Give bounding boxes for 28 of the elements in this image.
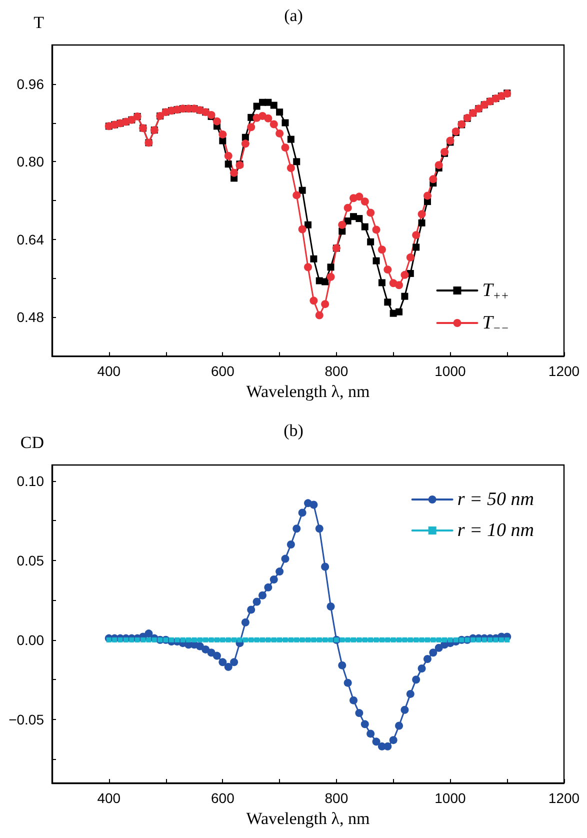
legend-label: r = 50 nm — [457, 489, 534, 510]
y-tick-label: 0.80 — [16, 154, 44, 170]
x-tick-label: 800 — [324, 790, 348, 806]
x-axis-title: Wavelength λ, nm — [246, 382, 370, 401]
x-tick-label: 1000 — [434, 363, 466, 380]
y-tick-label: −0.05 — [8, 711, 44, 728]
legend-label: T−− — [482, 312, 510, 335]
legend-label: T++ — [482, 280, 510, 302]
x-tick-label: 600 — [210, 790, 235, 806]
x-tick-label: 1000 — [434, 790, 466, 806]
chart-title: (b) — [284, 421, 304, 440]
legend-label: r = 10 nm — [457, 520, 534, 541]
y-tick-label: 0.10 — [16, 472, 44, 489]
x-tick-label: 1200 — [548, 363, 580, 380]
x-tick-label: 600 — [210, 363, 235, 380]
x-axis-title: Wavelength λ, nm — [246, 808, 370, 828]
chart-title: (a) — [284, 6, 303, 25]
x-tick-label: 400 — [97, 363, 121, 380]
y-axis-title: CD — [20, 433, 44, 452]
x-tick-label: 400 — [97, 790, 121, 806]
y-tick-label: 0.00 — [16, 632, 44, 648]
y-tick-label: 0.64 — [16, 231, 44, 248]
x-tick-label: 800 — [324, 363, 348, 380]
y-tick-label: 0.48 — [16, 309, 44, 326]
y-axis-title: T — [34, 13, 45, 32]
y-tick-label: 0.96 — [16, 76, 44, 92]
x-tick-label: 1200 — [548, 790, 580, 806]
y-tick-label: 0.05 — [16, 552, 44, 568]
